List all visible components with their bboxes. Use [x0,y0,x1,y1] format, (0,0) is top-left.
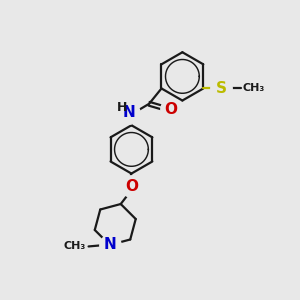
Text: CH₃: CH₃ [63,242,86,251]
Text: H: H [116,101,127,114]
Text: CH₃: CH₃ [242,83,264,94]
Text: N: N [103,238,116,253]
Text: S: S [215,81,226,96]
Text: O: O [164,102,177,117]
Text: N: N [123,105,136,120]
Text: O: O [125,179,138,194]
